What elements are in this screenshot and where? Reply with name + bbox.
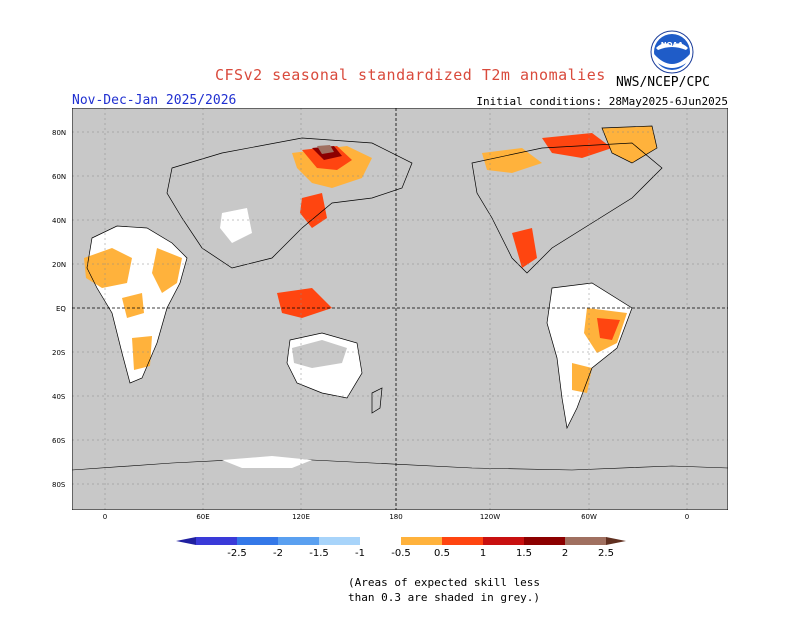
brazil-anomaly-hot [597,318,620,340]
legend-arrow-high [606,537,626,545]
legend-swatch [483,537,524,545]
anomaly-patches [72,126,728,510]
forecast-period: Nov-Dec-Jan 2025/2026 [72,93,237,108]
legend-swatch [401,537,442,545]
south-africa-anomaly [132,336,152,370]
alaska-anomaly [482,148,542,173]
greenland-anomaly [602,126,657,163]
mexico-anomaly [512,228,537,268]
legend-label: 0.5 [434,548,450,559]
legend-swatch [319,537,360,545]
legend-label: -1 [355,548,365,559]
lat-label-eq: EQ [56,305,66,313]
legend-label: -2.5 [227,548,247,559]
lat-label-20s: 20S [52,349,66,357]
lon-label-180: 180 [389,513,402,521]
lon-label-60e: 60E [196,513,209,521]
central-africa-anomaly [122,293,144,318]
lat-label-60n: 60N [52,173,66,181]
legend-label: 2 [562,548,568,559]
skill-note-line1: (Areas of expected skill less [348,576,541,589]
lon-label-60w: 60W [581,513,597,521]
longitude-axis: 0 60E 120E 180 120W 60W 0 [103,513,689,521]
agency-label: NWS/NCEP/CPC [616,75,710,90]
siberia-anomaly-extreme [317,145,334,154]
west-africa-anomaly [84,248,132,288]
legend-swatch [196,537,237,545]
east-africa-anomaly [152,248,182,293]
southern-south-america-anomaly [572,363,592,393]
legend-swatch [442,537,483,545]
skill-note-line2: than 0.3 are shaded in grey.) [348,591,541,604]
lat-label-40n: 40N [52,217,66,225]
lon-label-0: 0 [103,513,107,521]
legend-label: -1.5 [309,548,329,559]
coastlines [86,125,663,430]
noaa-logo: NOAA [650,30,694,74]
legend-swatch [360,537,401,545]
legend-swatches [176,537,626,545]
legend-label: -2 [273,548,283,559]
legend-label: -0.5 [391,548,411,559]
east-asia-anomaly [300,193,327,228]
world-map [72,108,728,510]
legend-swatch [237,537,278,545]
lat-label-80s: 80S [52,481,66,489]
lat-label-80n: 80N [52,129,66,137]
logo-text: NOAA [661,41,684,49]
color-legend: -2.5 -2 -1.5 -1 -0.5 0.5 1 1.5 2 2.5 [176,537,626,559]
legend-label: 2.5 [598,548,614,559]
lon-label-120e: 120E [292,513,310,521]
latitude-axis: 80N 60N 40N 20N EQ 20S 40S 60S 80S [52,129,66,489]
gridlines [72,108,728,510]
legend-swatch [278,537,319,545]
maritime-anomaly [277,288,332,318]
lat-label-40s: 40S [52,393,66,401]
map-title: CFSv2 seasonal standardized T2m anomalie… [215,66,606,84]
lat-label-20n: 20N [52,261,66,269]
legend-swatch [524,537,565,545]
lat-label-60s: 60S [52,437,66,445]
australia-grey [292,340,347,368]
initial-conditions: Initial conditions: 28May2025-6Jun2025 [476,95,728,108]
lon-label-120w: 120W [480,513,500,521]
legend-arrow-low [176,537,196,545]
legend-labels: -2.5 -2 -1.5 -1 -0.5 0.5 1 1.5 2 2.5 [227,548,614,559]
legend-label: 1.5 [516,548,532,559]
arctic-canada-anomaly [542,133,612,158]
lon-label-0-east: 0 [685,513,689,521]
antarctica-white [222,456,312,468]
legend-swatch [565,537,606,545]
legend-label: 1 [480,548,486,559]
south-asia-white [220,208,252,243]
